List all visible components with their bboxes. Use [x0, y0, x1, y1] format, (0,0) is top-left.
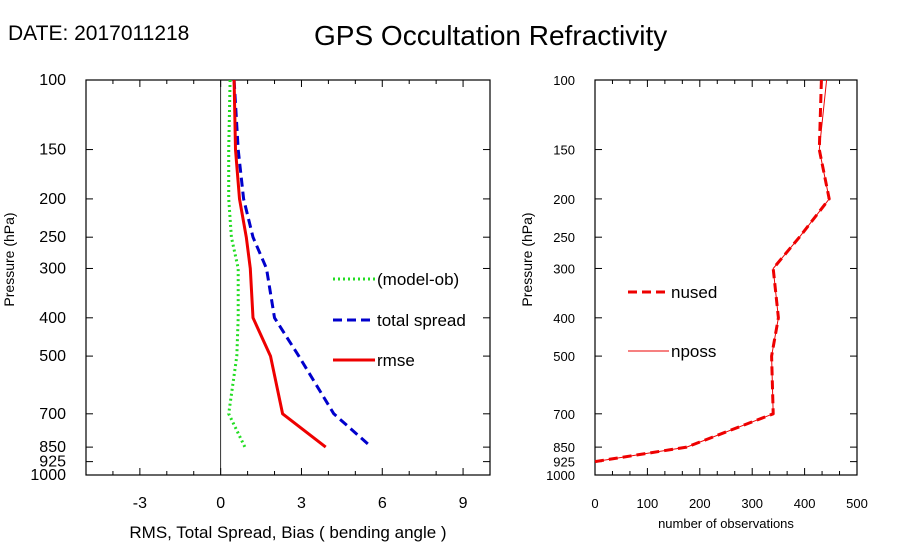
- x-axis-label: number of observations: [658, 516, 794, 531]
- y-tick-label: 700: [39, 406, 66, 423]
- y-tick-label: 150: [553, 143, 575, 158]
- y-tick-label: 850: [553, 440, 575, 455]
- y-tick-label: 1000: [546, 468, 575, 483]
- y-tick-label: 1000: [30, 467, 66, 484]
- plot-frame: [594, 79, 858, 476]
- y-tick-label: 100: [39, 72, 66, 89]
- date-label: DATE: 2017011218: [8, 22, 190, 45]
- y-tick-label: 300: [39, 260, 66, 277]
- legend-label: (model-ob): [377, 270, 459, 289]
- series-line-nused: [594, 79, 831, 464]
- legend-label: rmse: [377, 351, 415, 370]
- series-line-rmse: [232, 79, 327, 449]
- legend-label: total spread: [377, 311, 466, 330]
- legend-label: nposs: [671, 342, 716, 361]
- series-line-total-spread: [232, 79, 373, 449]
- y-axis-label: Pressure (hPa): [519, 212, 535, 306]
- y-axis-label: Pressure (hPa): [1, 212, 17, 306]
- x-tick-label: 400: [794, 496, 816, 511]
- plot-frame: [85, 79, 491, 476]
- y-tick-label: 200: [39, 191, 66, 208]
- y-tick-label: 300: [553, 261, 575, 276]
- x-tick-label: 0: [216, 495, 225, 512]
- x-tick-label: 300: [741, 496, 763, 511]
- x-tick-label: 200: [689, 496, 711, 511]
- legend-label: nused: [671, 283, 717, 302]
- panel-bending-angle-stats: -3 0 3 6 9 100 150 200 250 300 400 500 700 8509251000…: [1, 72, 491, 542]
- y-tick-label: 925: [39, 454, 66, 471]
- y-tick-label: 700: [553, 407, 575, 422]
- y-tick-label: 500: [553, 349, 575, 364]
- x-tick-label: 3: [297, 495, 306, 512]
- y-tick-label: 500: [39, 348, 66, 365]
- y-tick-label: 100: [553, 73, 575, 88]
- y-tick-label: 150: [39, 142, 66, 159]
- series-line-nposs: [594, 79, 830, 463]
- x-tick-label: 500: [846, 496, 868, 511]
- y-tick-label: 250: [553, 230, 575, 245]
- x-axis-label: RMS, Total Spread, Bias ( bending angle …: [129, 523, 446, 542]
- y-tick-label: 400: [553, 311, 575, 326]
- y-tick-label: 250: [39, 229, 66, 246]
- x-tick-label: 6: [378, 495, 387, 512]
- y-tick-label: 400: [39, 310, 66, 327]
- y-tick-label: 850: [39, 439, 66, 456]
- panel-observation-counts: 0 100 200 300 400 500 100 150 200 250 300 400 500 700…: [519, 73, 868, 531]
- y-tick-label: 200: [553, 192, 575, 207]
- x-tick-label: -3: [133, 495, 147, 512]
- y-tick-label: 925: [553, 455, 575, 470]
- x-tick-label: 100: [637, 496, 659, 511]
- series-line-model-ob: [227, 79, 247, 448]
- x-tick-label: 9: [459, 495, 468, 512]
- x-tick-label: 0: [591, 496, 598, 511]
- chart-title: GPS Occultation Refractivity: [314, 20, 668, 51]
